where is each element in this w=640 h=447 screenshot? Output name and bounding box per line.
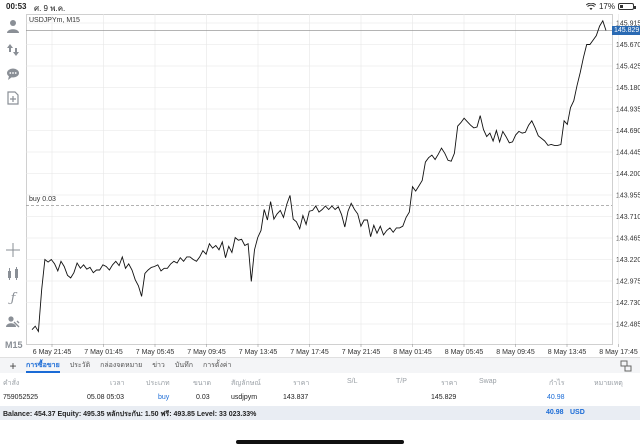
time-tick-label: 7 May 05:45: [136, 349, 175, 356]
price-tick-label: 143.465: [616, 236, 640, 243]
time-tick-label: 8 May 09:45: [496, 349, 535, 356]
col-current-price: ราคา: [441, 380, 458, 387]
crosshair-icon[interactable]: [5, 242, 21, 258]
time-tick-label: 8 May 05:45: [445, 349, 484, 356]
price-tick-label: 145.425: [616, 64, 640, 71]
time-tick-label: 7 May 21:45: [342, 349, 381, 356]
tab-history[interactable]: ประวัติ: [69, 361, 91, 369]
order-current-price: 145.829: [431, 394, 457, 401]
col-volume: ขนาด: [193, 380, 212, 387]
time-tick-label: 7 May 13:45: [239, 349, 278, 356]
time-tick-label: 8 May 01:45: [393, 349, 432, 356]
function-icon[interactable]: ƒ: [10, 290, 16, 306]
indicators-icon[interactable]: [5, 266, 21, 282]
tab-journal[interactable]: บันทึก: [174, 361, 193, 369]
battery-icon: [618, 3, 636, 10]
col-comment: หมายเหตุ: [594, 380, 623, 387]
price-tick-label: 143.955: [616, 193, 640, 200]
col-type: ประเภท: [146, 380, 170, 387]
tab-news[interactable]: ข่าว: [152, 361, 165, 369]
price-tick-label: 143.710: [616, 214, 640, 221]
order-volume: 0.03: [196, 394, 210, 401]
window-layout-icon[interactable]: [620, 360, 632, 372]
order-time: 05.08 05:03: [87, 394, 124, 401]
tab-settings[interactable]: การตั้งค่า: [202, 361, 232, 369]
time-tick-label: 8 May 17:45: [599, 349, 638, 356]
trade-icon[interactable]: [5, 42, 21, 58]
col-tp: T/P: [396, 378, 407, 385]
order-symbol: usdjpym: [231, 394, 258, 401]
left-toolbar: ƒ M15: [0, 14, 26, 354]
order-id: 759052525: [3, 394, 39, 401]
account-icon[interactable]: [5, 18, 21, 34]
account-summary: Balance: 454.37 Equity: 495.35 หลักประกั…: [0, 406, 640, 420]
price-tick-label: 144.690: [616, 128, 640, 135]
price-tick-label: 144.200: [616, 171, 640, 178]
col-price: ราคา: [293, 380, 310, 387]
account-currency: USD: [570, 409, 585, 416]
price-tick-label: 142.975: [616, 279, 640, 286]
time-tick-label: 8 May 13:45: [548, 349, 587, 356]
col-swap: Swap: [479, 378, 497, 385]
price-tick-label: 142.485: [616, 322, 640, 329]
price-tick-label: 145.180: [616, 85, 640, 92]
price-tick-label: 143.220: [616, 257, 640, 264]
price-chart[interactable]: 145.915 145.670 145.425 145.180 144.935 144.6…: [26, 14, 640, 356]
price-tick-label: 145.670: [616, 42, 640, 49]
chart-symbol-label: USDJPYm, M15: [29, 17, 80, 24]
terminal-tabs: + การซื้อขาย ประวัติ กล่องจดหมาย ข่าว บั…: [0, 357, 640, 373]
total-profit: 40.98: [546, 409, 564, 416]
order-line-label: buy 0.03: [29, 196, 56, 204]
objects-icon[interactable]: [5, 314, 21, 330]
order-profit: 40.98: [547, 394, 565, 401]
plot-border: [26, 14, 613, 345]
current-price-tag: 145.829: [612, 26, 640, 36]
wifi-icon: [585, 2, 596, 10]
col-symbol: สัญลักษณ์: [231, 380, 261, 387]
col-time: เวลา: [110, 380, 125, 387]
order-type: buy: [158, 394, 170, 401]
chart-canvas[interactable]: 145.915 145.670 145.425 145.180 144.935 144.6…: [26, 14, 640, 356]
account-summary-text: Balance: 454.37 Equity: 495.35 หลักประกั…: [3, 411, 257, 418]
time-tick-label: 6 May 21:45: [33, 349, 72, 356]
order-open-price: 143.837: [283, 394, 309, 401]
price-tick-label: 144.445: [616, 150, 640, 157]
new-order-icon[interactable]: [5, 90, 21, 106]
time-tick-label: 7 May 09:45: [187, 349, 226, 356]
col-profit: กำไร: [549, 380, 565, 387]
add-icon[interactable]: +: [9, 358, 17, 373]
col-order: คำสั่ง: [3, 380, 20, 387]
home-indicator[interactable]: [236, 440, 404, 444]
table-row[interactable]: 759052525 05.08 05:03 buy 0.03 usdjpym 1…: [0, 390, 640, 405]
timeframe-label[interactable]: M15: [5, 340, 23, 350]
price-tick-label: 145.915: [616, 21, 640, 28]
col-sl: S/L: [347, 378, 358, 385]
time-tick-label: 7 May 17:45: [290, 349, 329, 356]
price-tick-label: 144.935: [616, 107, 640, 114]
trade-table-header: คำสั่ง เวลา ประเภท ขนาด สัญลักษณ์ ราคา S…: [0, 374, 640, 389]
tab-mailbox[interactable]: กล่องจดหมาย: [100, 361, 143, 369]
price-tick-label: 142.730: [616, 300, 640, 307]
status-bar: 00:53 ศ. 9 พ.ค. 17%: [0, 0, 640, 14]
time-tick-label: 7 May 01:45: [84, 349, 123, 356]
status-right: 17%: [585, 2, 636, 11]
date: ศ. 9 พ.ค.: [34, 4, 66, 13]
price-line-series: [31, 19, 607, 333]
battery-percent: 17%: [598, 2, 615, 11]
chat-icon[interactable]: [5, 66, 21, 82]
clock: 00:53: [6, 2, 27, 11]
tab-trade[interactable]: การซื้อขาย: [26, 358, 60, 374]
